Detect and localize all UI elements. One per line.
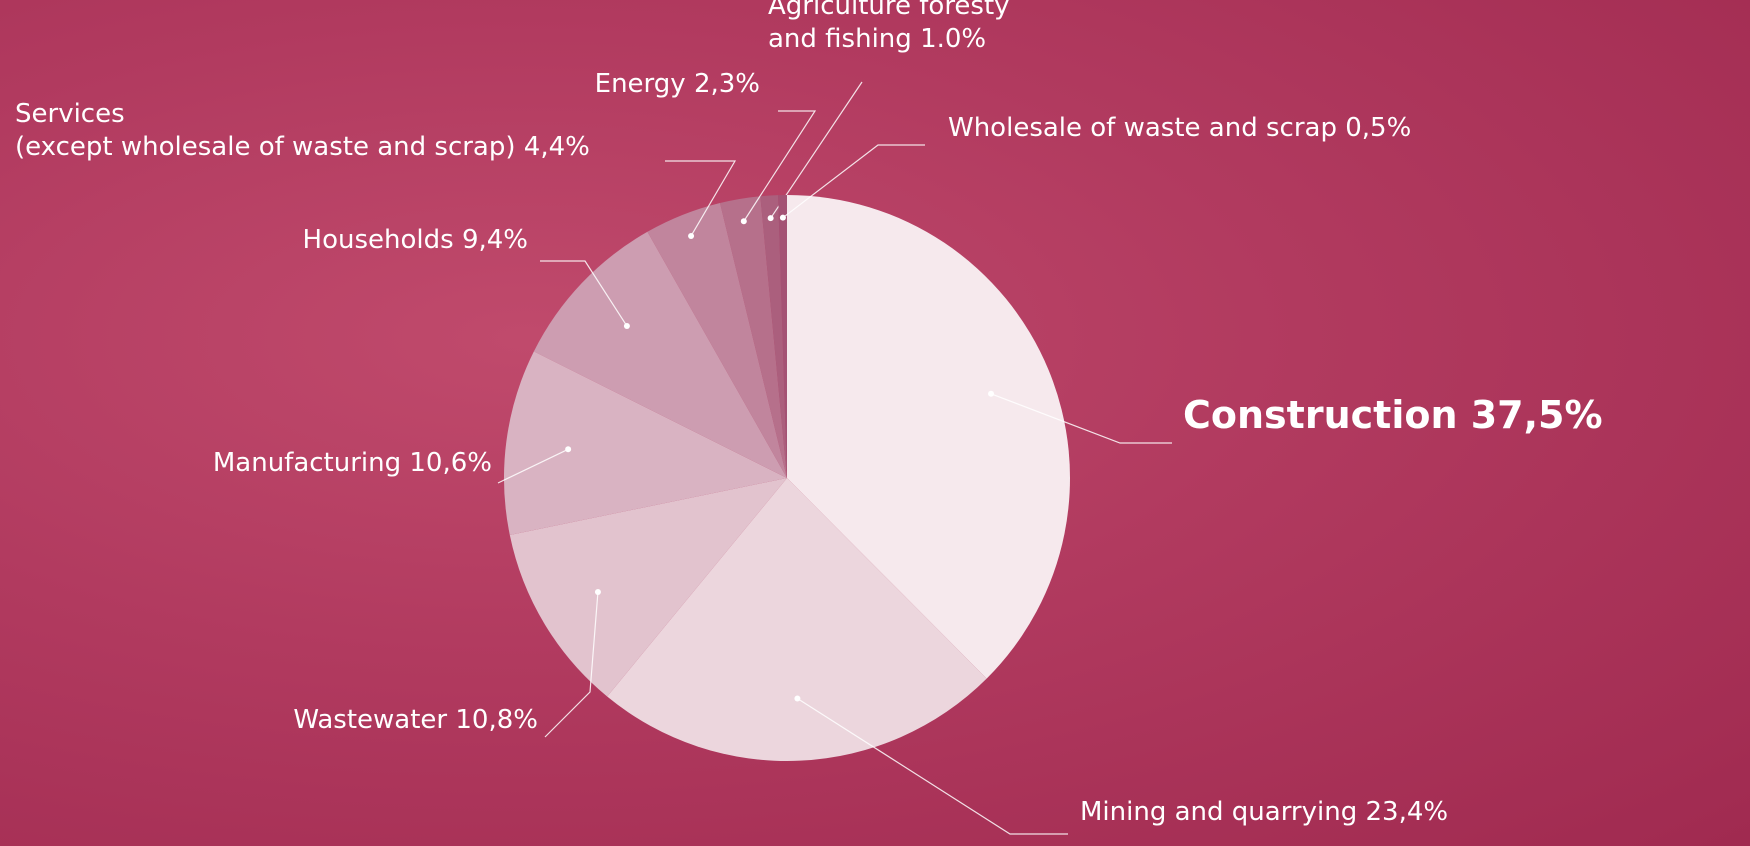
leader-line	[797, 697, 1068, 835]
leader-dot	[767, 215, 774, 222]
pie-slice	[720, 196, 787, 478]
value-label: 0,5%	[1345, 113, 1412, 143]
category-name: Mining and quarrying	[1080, 797, 1358, 827]
slice-label: Energy 2,3%	[595, 68, 760, 101]
leader-line	[540, 260, 628, 327]
leader-dot	[565, 446, 572, 453]
leader-line	[665, 160, 737, 237]
value-label: 37,5%	[1470, 393, 1603, 437]
pie-slice	[607, 478, 987, 761]
value-label: 23,4%	[1365, 797, 1449, 827]
leader-line	[782, 144, 925, 219]
pie-slice	[778, 195, 787, 478]
leader-line	[990, 393, 1172, 444]
category-name: Wastewater	[293, 705, 448, 735]
value-label: 4,4%	[523, 132, 590, 162]
leader-dot	[740, 218, 747, 225]
slice-label: Services (except wholesale of waste and …	[15, 98, 590, 164]
leader-line	[743, 110, 817, 222]
pie-slice	[509, 478, 787, 697]
slice-label: Construction 37,5%	[1183, 393, 1603, 437]
value-label: 9,4%	[461, 225, 528, 255]
slice-label: Manufacturing 10,6%	[213, 447, 492, 480]
slice-label: Wholesale of waste and scrap 0,5%	[948, 112, 1411, 145]
category-name: Agriculture foresty and fishing	[768, 0, 1010, 54]
category-name: Energy	[594, 69, 686, 99]
leader-dot	[988, 390, 995, 397]
leader-line	[544, 591, 599, 738]
pie-slice	[647, 203, 787, 478]
pie-slice	[787, 195, 1071, 679]
value-label: 1.0%	[920, 24, 987, 54]
leader-dot	[779, 214, 786, 221]
pie-slice	[504, 351, 787, 536]
category-name: Construction	[1183, 393, 1458, 437]
category-name: Manufacturing	[212, 448, 402, 478]
slice-label: Mining and quarrying 23,4%	[1080, 796, 1448, 829]
pie-slice	[533, 231, 787, 478]
category-name: Services (except wholesale of waste and …	[15, 99, 516, 162]
value-label: 10,6%	[409, 448, 492, 478]
pie-slice	[760, 195, 787, 478]
slice-label: Agriculture foresty and fishing 1.0%	[768, 0, 1010, 56]
leader-dot	[594, 588, 601, 595]
category-name: Households	[302, 225, 454, 255]
value-label: 2,3%	[693, 69, 760, 99]
leader-dot	[688, 232, 695, 239]
leader-dot	[623, 323, 630, 330]
leader-dot	[794, 695, 801, 702]
slice-label: Households 9,4%	[303, 224, 528, 257]
category-name: Wholesale of waste and scrap	[948, 113, 1337, 143]
value-label: 10,8%	[455, 705, 538, 735]
leader-line	[497, 448, 569, 484]
slice-label: Wastewater 10,8%	[293, 704, 538, 737]
